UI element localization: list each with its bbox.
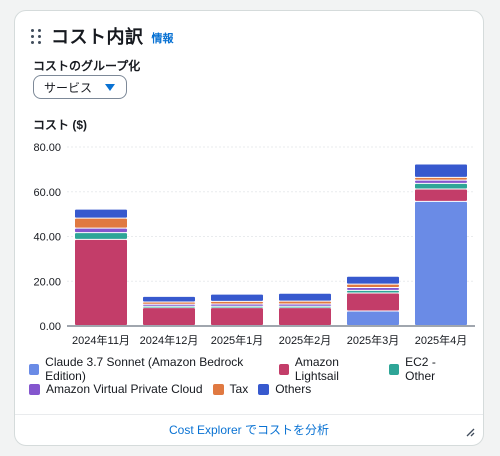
drag-handle-icon[interactable] [31, 28, 43, 44]
x-tick-label: 2024年12月 [140, 333, 199, 347]
bar-segment[interactable] [279, 293, 331, 301]
group-by-label: コストのグループ化 [33, 59, 141, 73]
bar-segment[interactable] [415, 189, 467, 201]
bar-segment[interactable] [143, 304, 195, 306]
group-by-select[interactable]: サービス [33, 75, 127, 99]
legend-item[interactable]: Tax [212, 382, 249, 396]
legend-item[interactable]: EC2 - Other [389, 355, 464, 383]
bar-segment[interactable] [211, 304, 263, 306]
legend-label: EC2 - Other [405, 355, 436, 383]
bar-segment[interactable] [143, 306, 195, 308]
x-tick-label: 2025年3月 [347, 333, 400, 347]
group-by-select-value: サービス [44, 80, 93, 95]
legend-row: Claude 3.7 Sonnet (Amazon Bedrock Editio… [29, 355, 474, 383]
bar-segment[interactable] [415, 201, 467, 325]
widget-title: コスト内訳 [51, 27, 144, 47]
legend-item[interactable]: Amazon Virtual Private Cloud [29, 382, 203, 396]
legend-label: Others [275, 382, 312, 396]
bar-segment[interactable] [347, 276, 399, 284]
resize-handle-icon[interactable] [465, 427, 475, 437]
bar-segment[interactable] [279, 306, 331, 308]
bar-segment[interactable] [143, 302, 195, 304]
bar-segment[interactable] [211, 301, 263, 304]
cost-explorer-link[interactable]: Cost Explorer でコストを分析 [168, 423, 330, 437]
info-link[interactable]: 情報 [151, 33, 174, 45]
x-tick-label: 2024年11月 [72, 333, 130, 347]
legend-label: Claude 3.7 Sonnet (Amazon Bedrock Editio… [45, 355, 244, 383]
y-tick-label: 80.00 [33, 142, 61, 154]
bar-segment[interactable] [211, 306, 263, 308]
legend-row: Amazon Virtual Private Cloud Tax Others [29, 379, 474, 399]
cost-breakdown-widget: コスト内訳 情報 コストのグループ化 サービス コスト ($) 0.00 20.0… [14, 10, 484, 446]
bar-segment[interactable] [347, 287, 399, 290]
bar-segment[interactable] [75, 233, 127, 239]
caret-down-icon [105, 84, 115, 91]
y-tick-label: 40.00 [33, 232, 61, 244]
legend-label: Tax [229, 382, 249, 396]
bar-segment[interactable] [75, 228, 127, 233]
legend-label: Amazon Lightsail [294, 355, 339, 383]
bar-segment[interactable] [75, 209, 127, 218]
bar-segment[interactable] [347, 311, 399, 325]
cost-bar-chart: 0.00 20.00 40.00 60.00 80.00 2024年11月 2024年12月… [33, 142, 475, 347]
legend-item[interactable]: Claude 3.7 Sonnet (Amazon Bedrock Editio… [29, 355, 269, 383]
bar-segment[interactable] [415, 177, 467, 180]
bar-segment[interactable] [347, 290, 399, 293]
y-tick-label: 20.00 [33, 276, 61, 288]
bar-segment[interactable] [75, 239, 127, 325]
x-tick-label: 2025年4月 [415, 333, 468, 347]
bar-segment[interactable] [415, 180, 467, 183]
bar-segment[interactable] [279, 308, 331, 325]
legend-swatch [29, 363, 40, 375]
legend-swatch [389, 363, 400, 375]
legend-swatch [212, 383, 224, 395]
legend-item[interactable]: Others [258, 382, 311, 396]
bar-segment[interactable] [75, 218, 127, 228]
bar-segment[interactable] [143, 308, 195, 325]
bar-segment[interactable] [347, 284, 399, 287]
chart-ylabel: コスト ($) [33, 118, 88, 132]
x-tick-label: 2025年2月 [279, 333, 332, 347]
y-tick-label: 60.00 [33, 187, 61, 199]
legend-swatch [278, 363, 289, 375]
legend-swatch [258, 383, 270, 395]
legend-item[interactable]: Amazon Lightsail [278, 355, 379, 383]
bar-segment[interactable] [143, 296, 195, 302]
bar-segment[interactable] [279, 304, 331, 306]
x-tick-label: 2025年1月 [211, 333, 264, 347]
widget-footer: Cost Explorer でコストを分析 [15, 414, 483, 445]
bar-segment[interactable] [211, 308, 263, 325]
chart-legend: Claude 3.7 Sonnet (Amazon Bedrock Editio… [29, 355, 474, 399]
legend-label: Amazon Virtual Private Cloud [46, 382, 203, 396]
bar-segment[interactable] [347, 293, 399, 311]
widget-header: コスト内訳 情報 [31, 23, 174, 49]
bar-segment[interactable] [415, 183, 467, 189]
legend-swatch [29, 383, 40, 395]
bar-segment[interactable] [211, 294, 263, 301]
y-tick-label: 0.00 [40, 321, 61, 333]
bar-segment[interactable] [415, 164, 467, 177]
bar-segment[interactable] [279, 301, 331, 304]
